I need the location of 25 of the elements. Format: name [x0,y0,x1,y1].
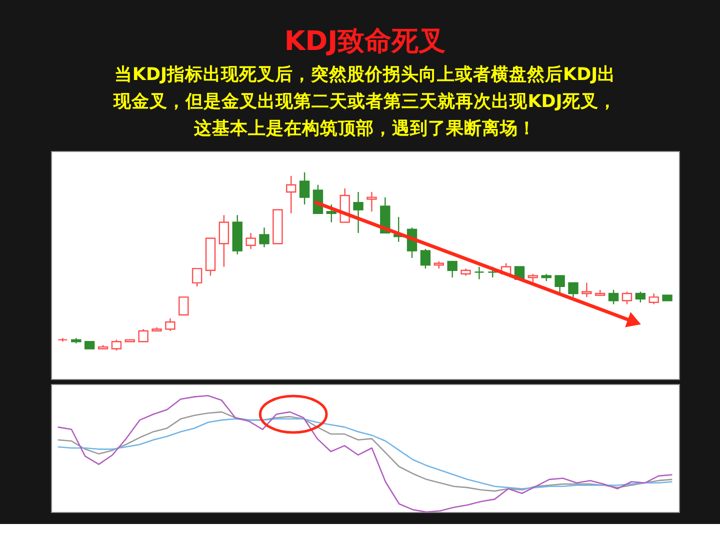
candlestick [192,268,202,287]
candlestick [635,291,646,304]
candlestick [474,266,484,280]
candlestick [246,232,256,250]
candlestick [622,291,632,305]
candlestick [326,204,337,223]
candlestick [165,318,176,332]
candlestick [568,282,578,298]
candlestick [366,191,377,212]
chart-title: KDJ致命死叉 [284,26,446,57]
candlestick [299,172,310,206]
candlestick [178,296,189,316]
candlestick [420,248,431,270]
candlestick [608,289,619,305]
candlestick [259,226,270,248]
candlestick [582,282,592,298]
candlestick [138,328,148,342]
candlestick [286,175,296,214]
candlestick [111,339,122,352]
candlestick [648,292,659,305]
candlestick [554,275,565,294]
chart-subtitle: 当KDJ指标出现死叉后，突然股价拐头向上或者横盘然后KDJ出现金叉，但是金叉出现第二天或者第三天就再次出现KDJ死叉，这基本上是在构筑顶部，遇到了果断离场！ [112,64,616,139]
candlestick [353,191,364,234]
candlestick [447,260,458,278]
candlestick [218,214,230,268]
